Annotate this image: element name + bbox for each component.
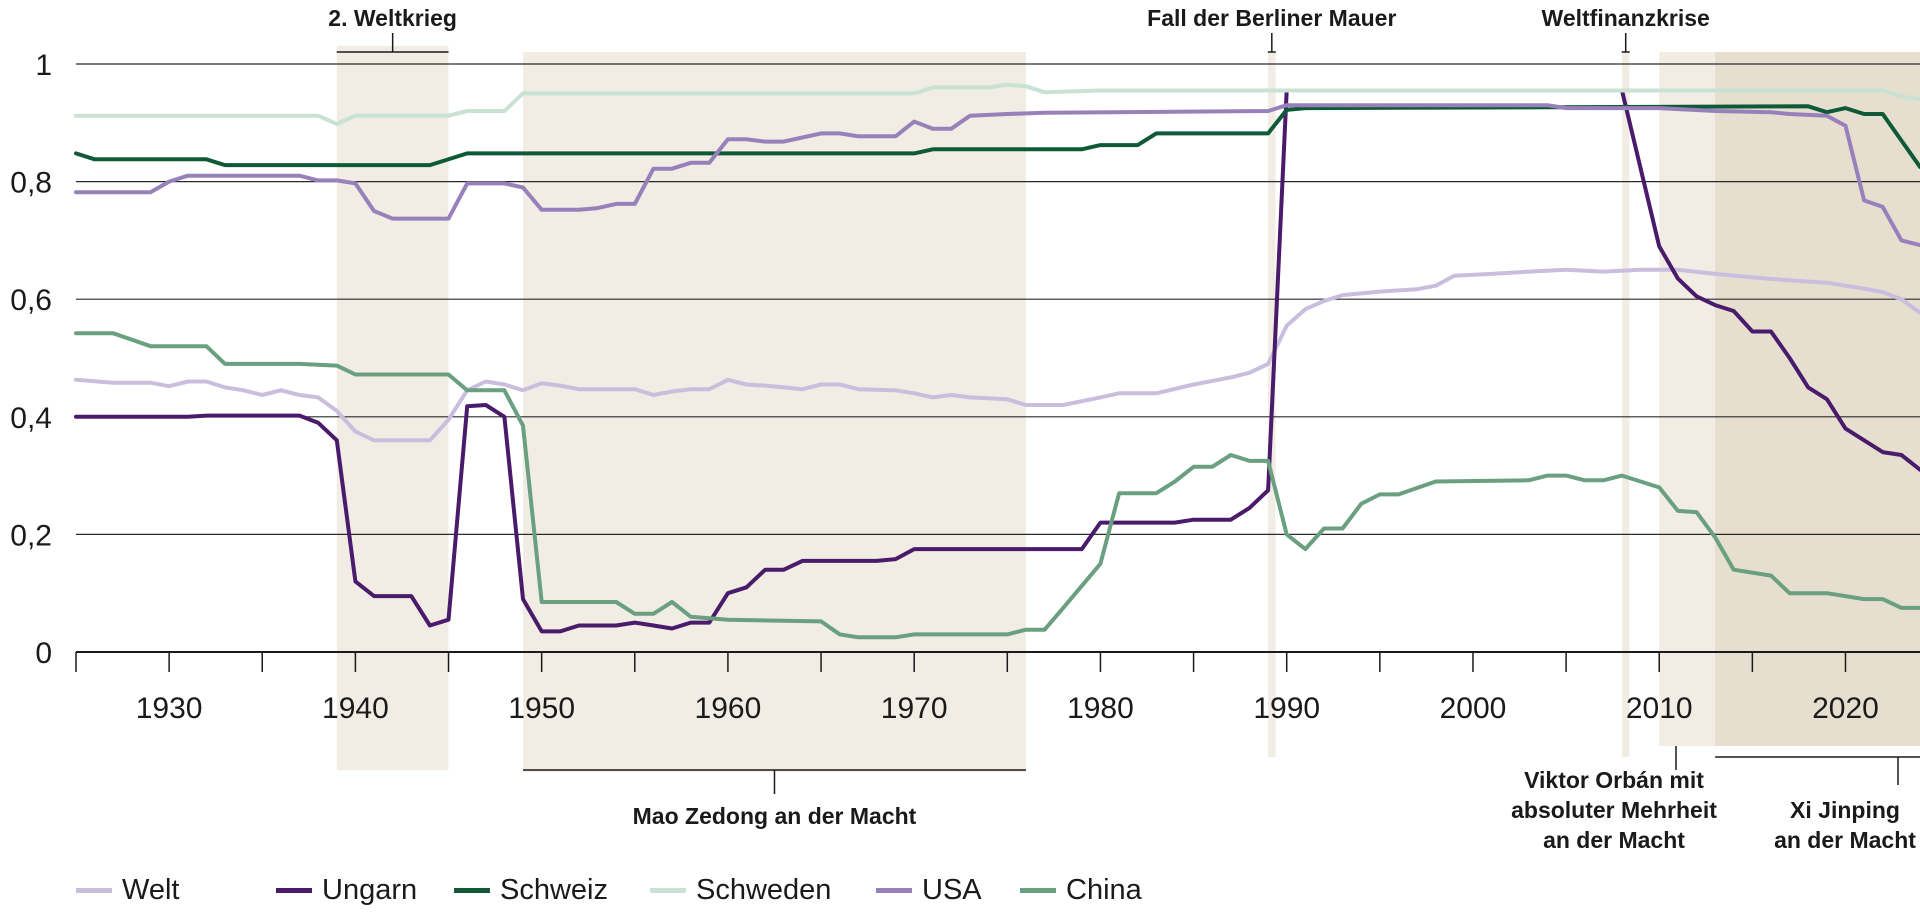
legend-label: Schweiz (500, 873, 608, 906)
annotation-orban-line: an der Macht (1543, 827, 1685, 853)
shaded-periods (336, 46, 1920, 772)
y-axis-labels: 0 0,2 0,4 0,6 0,8 1 (10, 49, 52, 670)
legend-swatch (276, 887, 312, 893)
shaded-period (336, 46, 449, 770)
y-tick-label: 0,6 (10, 284, 52, 317)
x-tick-label: 1940 (322, 692, 389, 725)
annotation-orban-line: Viktor Orbán mit (1524, 767, 1704, 793)
series-line-schweiz (74, 104, 1920, 169)
annotation-wall: Fall der Berliner Mauer (1147, 5, 1396, 31)
x-tick-label: 1950 (508, 692, 575, 725)
annotation-mao: Mao Zedong an der Macht (633, 803, 917, 829)
shaded-period (523, 52, 1026, 772)
legend-label: Welt (122, 873, 180, 906)
series-line-usa (74, 103, 1920, 248)
legend-swatch (650, 887, 686, 893)
legend-label: Ungarn (322, 873, 418, 906)
x-tick-label: 2020 (1812, 692, 1879, 725)
legend-item-ungarn: Ungarn (276, 870, 417, 910)
annotation-orban-line: absoluter Mehrheit (1511, 797, 1717, 823)
shaded-period (1715, 52, 1920, 746)
x-tick-label: 1930 (136, 692, 203, 725)
gridlines (76, 63, 1920, 536)
series-line-ungarn (74, 88, 1920, 634)
series-line-schweden (74, 82, 1920, 126)
legend: Welt Ungarn Schweiz Schweden USA China (0, 870, 1920, 910)
legend-label: China (1066, 873, 1142, 906)
x-tick-label: 1980 (1067, 692, 1134, 725)
x-tick-label: 1990 (1253, 692, 1320, 725)
legend-swatch (1020, 887, 1056, 893)
legend-label: Schweden (696, 873, 832, 906)
series-lines (74, 82, 1920, 640)
x-tick-label: 1960 (695, 692, 762, 725)
x-axis: 1930 1940 1950 1960 1970 1980 1990 2000 2010 2020 (75, 651, 1920, 725)
legend-item-schweiz: Schweiz (454, 870, 608, 910)
series-line-welt (74, 267, 1920, 443)
y-tick-label: 0,2 (10, 519, 52, 552)
y-tick-label: 1 (35, 49, 52, 82)
y-tick-label: 0,4 (10, 402, 52, 435)
legend-item-schweden: Schweden (650, 870, 831, 910)
annotations: 2. Weltkrieg Fall der Berliner Mauer Weltf… (328, 5, 1920, 853)
legend-swatch (876, 887, 912, 893)
legend-swatch (76, 887, 112, 893)
annotation-ww2: 2. Weltkrieg (328, 5, 457, 31)
x-tick-label: 2000 (1440, 692, 1507, 725)
series-line-china (74, 331, 1920, 640)
x-tick-label: 1970 (881, 692, 948, 725)
annotation-xi-line: Xi Jinping (1790, 797, 1900, 823)
shaded-period (1621, 52, 1630, 757)
legend-item-china: China (1020, 870, 1142, 910)
y-tick-label: 0 (35, 637, 52, 670)
legend-label: USA (922, 873, 982, 906)
annotation-crisis: Weltfinanzkrise (1542, 5, 1710, 31)
legend-item-usa: USA (876, 870, 982, 910)
y-tick-label: 0,8 (10, 167, 52, 200)
line-chart: 1930 1940 1950 1960 1970 1980 1990 2000 2010 2020… (10, 5, 1920, 853)
legend-swatch (454, 887, 490, 893)
legend-item-welt: Welt (76, 870, 179, 910)
annotation-xi-line: an der Macht (1774, 827, 1916, 853)
x-tick-label: 2010 (1626, 692, 1693, 725)
